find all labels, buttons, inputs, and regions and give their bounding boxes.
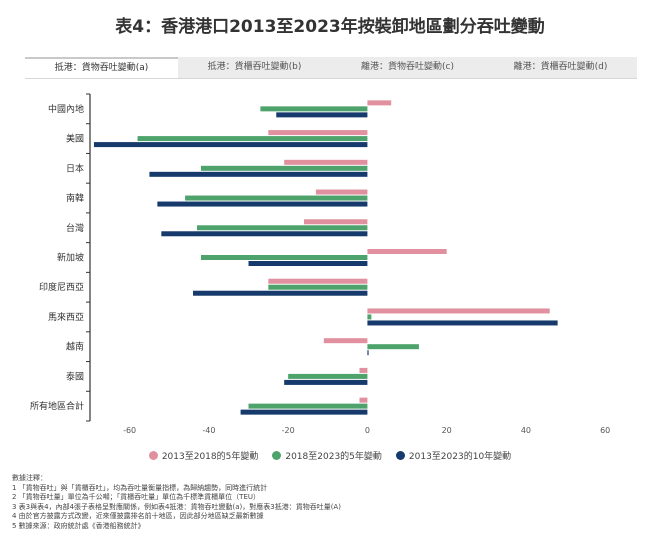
note-5: 5 數據來源：政府統計處《香港船務統計》 — [12, 521, 145, 530]
category-label: 泰國 — [66, 370, 84, 382]
tab-departure-cargo[interactable]: 離港：貨物吞吐變動(c) — [361, 62, 454, 72]
x-tick-label: -20 — [282, 426, 295, 435]
note-2: 2 「貨物吞吐量」單位為千公噸；「貨櫃吞吐量」單位為千標準貨櫃單位（TEU） — [12, 493, 260, 502]
bar-series-3 — [93, 142, 368, 148]
tab-arrival-container[interactable]: 抵港：貨櫃吞吐變動(b) — [207, 62, 302, 72]
x-tick-label: -60 — [123, 426, 136, 435]
bar-series-2 — [200, 165, 368, 171]
bar-series-2 — [137, 136, 368, 142]
bar-series-2 — [260, 106, 368, 112]
x-tick-label: 20 — [442, 426, 452, 435]
bar-series-1 — [359, 397, 368, 403]
bar-series-3 — [240, 409, 368, 415]
category-label: 南韓 — [66, 192, 84, 204]
bar-series-1 — [268, 278, 368, 284]
bar-series-1 — [323, 338, 368, 344]
bar-series-1 — [367, 308, 550, 314]
bar-series-2 — [248, 403, 368, 409]
bar-series-3 — [161, 231, 368, 237]
bar-series-2 — [268, 284, 368, 290]
legend-item-s2: 2018至2023的5年變動 — [272, 449, 382, 462]
category-label: 新加坡 — [57, 252, 84, 264]
bar-series-3 — [149, 171, 368, 177]
bar-series-1 — [304, 219, 368, 225]
category-label: 台灣 — [66, 222, 84, 234]
bar-series-2 — [367, 344, 419, 350]
category-label: 美國 — [66, 133, 84, 145]
x-tick-label: 40 — [521, 426, 531, 435]
bar-series-3 — [367, 350, 369, 356]
bar-series-3 — [284, 379, 368, 385]
bar-series-1 — [284, 159, 368, 165]
legend-item-s3: 2013至2023的10年變動 — [395, 449, 512, 462]
note-4: 4 由於官方披露方式改變，近來僅披露排名前十地區，因此部分地區缺乏最新數據 — [12, 512, 264, 521]
bar-series-1 — [367, 100, 392, 106]
tab-arrival-cargo[interactable]: 抵港：貨物吞吐變動(a) — [25, 57, 178, 78]
note-1: 1 「貨物吞吐」與「貨櫃吞吐」，均為吞吐量衡量指標，為歸納趨勢，同時進行統計 — [12, 483, 268, 492]
tab-bar: 抵港：貨物吞吐變動(a) 抵港：貨櫃吞吐變動(b) 離港：貨物吞吐變動(c) 離… — [25, 57, 637, 79]
category-label: 日本 — [66, 162, 84, 174]
category-label: 中國內地 — [48, 103, 84, 115]
legend-item-s1: 2013至2018的5年變動 — [148, 449, 259, 462]
category-label: 越南 — [66, 341, 84, 353]
bar-series-1 — [268, 130, 368, 136]
bar-series-2 — [197, 225, 368, 231]
legend-swatch-s2 — [272, 451, 282, 460]
category-label: 馬來西亞 — [48, 312, 84, 323]
category-label: 印度尼西亞 — [39, 281, 84, 293]
legend-swatch-s1 — [148, 451, 158, 460]
legend-swatch-s3 — [395, 451, 405, 460]
bar-series-2 — [200, 255, 368, 260]
legend-label-s1: 2013至2018的5年變動 — [161, 452, 259, 462]
tab-departure-container[interactable]: 離港：貨櫃吞吐變動(d) — [513, 62, 608, 72]
x-tick-label: 0 — [365, 426, 370, 435]
x-tick-label: -40 — [202, 426, 215, 435]
data-notes: 數據注釋： 1 「貨物吞吐」與「貨櫃吞吐」，均為吞吐量衡量指標，為歸納趨勢，同時… — [12, 474, 341, 532]
bar-series-2 — [185, 195, 368, 201]
bar-series-3 — [276, 112, 368, 118]
bar-series-1 — [359, 367, 368, 373]
bar-series-3 — [193, 290, 368, 296]
legend-label-s2: 2018至2023的5年變動 — [285, 452, 382, 462]
legend-label-s3: 2013至2023的10年變動 — [408, 452, 512, 462]
notes-heading: 數據注釋： — [12, 474, 47, 482]
bar-series-2 — [288, 373, 368, 379]
bar-series-3 — [157, 201, 368, 207]
bar-series-3 — [367, 320, 558, 326]
bar-series-1 — [315, 189, 368, 195]
x-tick-label: 60 — [600, 426, 610, 435]
category-label: 所有地區合計 — [30, 400, 84, 412]
note-3: 3 表3與表4，內部4張子表格呈對應關係，例如表4抵港：貨物吞吐變動(a)，對應… — [12, 502, 341, 511]
page-title: 表4：香港港口2013至2023年按裝卸地區劃分吞吐變動 — [115, 17, 545, 37]
bar-series-1 — [367, 249, 447, 254]
legend: 2013至2018的5年變動 2018至2023的5年變動 2013至2023的… — [0, 449, 660, 462]
bar-series-2 — [367, 314, 372, 320]
bar-series-3 — [248, 261, 368, 266]
